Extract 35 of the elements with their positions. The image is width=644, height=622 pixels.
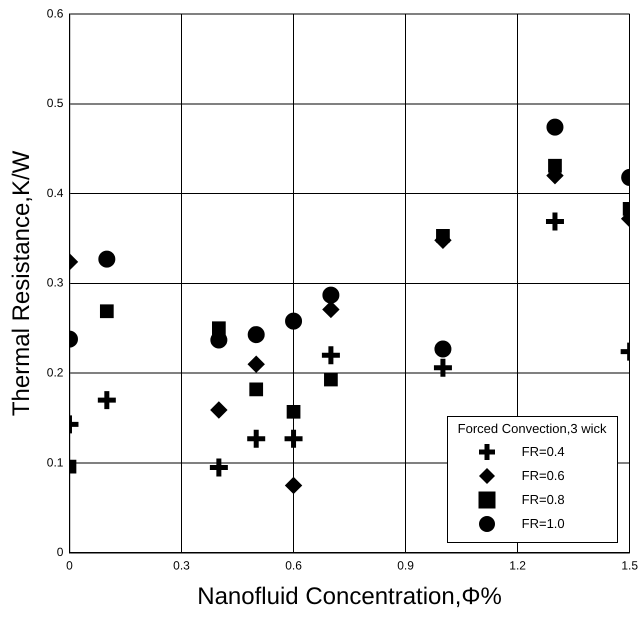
x-tick-label: 1.2 [509, 558, 526, 572]
y-axis-title: Thermal Resistance,K/W [8, 150, 36, 416]
point [322, 286, 340, 304]
legend-label: FR=0.4 [522, 444, 565, 460]
x-tick-label: 0 [66, 558, 74, 572]
legend-title: Forced Convection,3 wick [458, 420, 606, 436]
point [100, 304, 114, 318]
point [436, 228, 450, 243]
y-tick-label: 0 [56, 545, 64, 560]
point [248, 326, 265, 344]
point [248, 356, 265, 373]
x-tick-label: 0.3 [173, 558, 190, 572]
point [286, 404, 300, 419]
y-tick-label: 0.2 [46, 366, 64, 380]
point [285, 312, 302, 330]
point [249, 382, 264, 396]
x-tick-label: 0.9 [397, 558, 414, 572]
x-tick-label: 0.6 [285, 558, 302, 572]
x-axis-title: Nanofluid Concentration,Φ% [197, 583, 502, 610]
y-tick-label: 0.5 [46, 96, 64, 110]
legend-label: FR=1.0 [522, 516, 565, 532]
y-tick-label: 0.1 [46, 455, 64, 470]
legend-label: FR=0.8 [522, 492, 565, 508]
point [324, 372, 338, 386]
point [210, 402, 228, 419]
point [434, 340, 452, 358]
legend-label: FR=0.6 [522, 468, 565, 484]
point [546, 118, 564, 136]
x-tick-label: 1.5 [621, 558, 638, 572]
point [98, 250, 116, 268]
y-tick-label: 0.3 [46, 276, 64, 290]
y-tick-label: 0.4 [46, 186, 64, 200]
point [548, 158, 562, 173]
point [285, 476, 302, 494]
y-tick-label: 0.6 [46, 6, 64, 20]
